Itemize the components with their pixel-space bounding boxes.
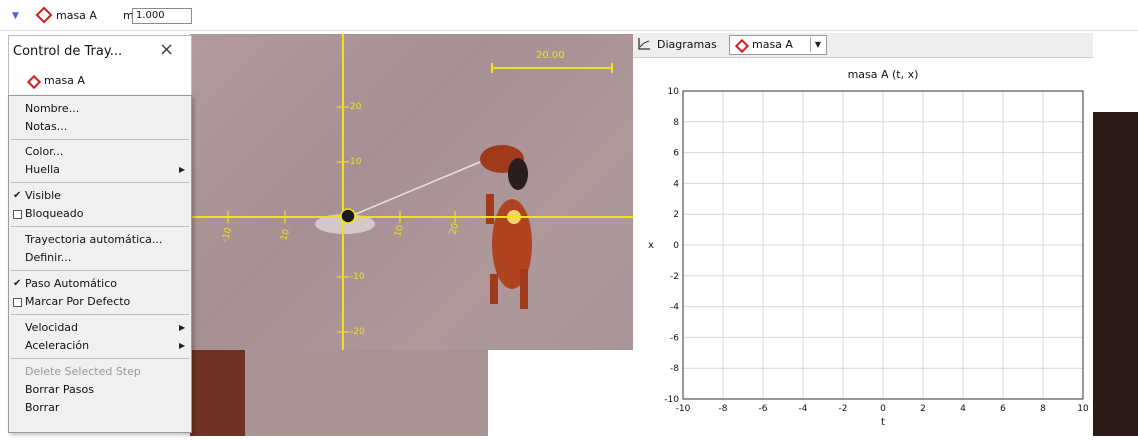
submenu-arrow-icon: ▶ [179, 323, 186, 332]
menu-item-visible[interactable]: ✔ Visible [9, 187, 191, 205]
plots-tab-label[interactable]: Diagramas [657, 38, 717, 51]
menu-separator [11, 182, 189, 183]
menu-item-mark-default[interactable]: Marcar Por Defecto [9, 293, 191, 311]
y-tick-label: 2 [673, 210, 679, 220]
track-toolbar: ▼ masa A m 1.000 [0, 0, 1138, 31]
menu-item-locked[interactable]: Bloqueado [9, 205, 191, 223]
y-axis-label: x [648, 240, 654, 251]
x-tick-label: 8 [1040, 404, 1046, 414]
menu-item-name[interactable]: Nombre... [25, 102, 80, 115]
y-tick-label: 10 [668, 87, 680, 97]
x-tick-label: 0 [880, 404, 886, 414]
menu-item-clear-steps[interactable]: Borrar Pasos [25, 383, 94, 396]
plot-track-select-value: masa A [752, 38, 793, 51]
checkmark-icon: ✔ [13, 278, 22, 289]
menu-item-notes[interactable]: Notas... [25, 120, 68, 133]
y-tick-label: 6 [673, 149, 679, 159]
track-context-menu: Nombre... Notas... Color... Huella ▶ ✔ Vis… [8, 95, 192, 433]
checkbox-empty-icon [13, 210, 22, 219]
x-tick-label: -10 [676, 404, 691, 414]
menu-item-color[interactable]: Color... [25, 145, 64, 158]
menu-item-delete-selected-step: Delete Selected Step [25, 365, 141, 378]
video-frame[interactable]: 20.00 20 10 -10 -20 -10 10 10 20 [190, 34, 633, 350]
menu-item-velocity[interactable]: Velocidad ▶ [9, 319, 191, 337]
menu-item-autoadvance[interactable]: ✔ Paso Automático [9, 275, 191, 293]
plot-frame [682, 90, 1084, 400]
scale-label: 20.00 [536, 50, 565, 61]
track-control-panel: Control de Tray... × masa A [8, 35, 192, 96]
menu-separator [11, 314, 189, 315]
menu-item-delete[interactable]: Borrar [25, 401, 60, 414]
right-panel-blank [1093, 33, 1138, 112]
position-plot[interactable]: masa A (t, x) -10 -8 -6 -4 -2 0 2 4 6 8 10 10 8 6 4 2 0… [633, 58, 1093, 436]
x-tick-label: -8 [719, 404, 728, 414]
close-icon[interactable]: × [159, 39, 175, 60]
track-dropdown-icon[interactable]: ▼ [12, 11, 19, 21]
x-tick-label: 6 [1000, 404, 1006, 414]
x-axis-label: t [881, 417, 885, 428]
menu-item-autotrack[interactable]: Trayectoria automática... [25, 233, 163, 246]
x-tick-label: -4 [799, 404, 808, 414]
origin-marker [340, 208, 356, 224]
y-tick-label: 20 [350, 102, 362, 112]
x-tick-label: 4 [960, 404, 966, 414]
y-tick-label: -8 [670, 364, 679, 374]
menu-separator [11, 139, 189, 140]
plot-track-select[interactable]: masa A ▼ [729, 35, 827, 55]
x-tick-label: 2 [920, 404, 926, 414]
menu-item-acceleration[interactable]: Aceleración ▶ [9, 337, 191, 355]
chart-icon[interactable] [637, 37, 651, 51]
y-tick-label: -10 [350, 272, 365, 282]
track-marker-icon [734, 38, 750, 54]
plot-grid [682, 90, 1084, 400]
checkbox-empty-icon [13, 298, 22, 307]
mass-input[interactable]: 1.000 [132, 8, 192, 24]
track-control-mass-button[interactable]: masa A [44, 74, 85, 87]
y-tick-label: 0 [673, 241, 679, 251]
menu-separator [11, 358, 189, 359]
mass-label: m [123, 9, 134, 22]
y-tick-label: -20 [350, 327, 365, 337]
y-tick-label: 4 [673, 179, 679, 189]
x-tick-label: -6 [759, 404, 768, 414]
track-control-title: Control de Tray... [13, 44, 123, 59]
y-axis-ticks: 10 8 6 4 2 0 -2 -4 -6 -8 -10 [664, 87, 679, 405]
submenu-arrow-icon: ▶ [179, 165, 186, 174]
y-tick-label: -10 [664, 395, 679, 405]
x-tick-label: 10 [1077, 404, 1089, 414]
menu-separator [11, 270, 189, 271]
x-tick-label: -2 [839, 404, 848, 414]
checkmark-icon: ✔ [13, 190, 22, 201]
chevron-down-icon[interactable]: ▼ [810, 37, 825, 52]
y-tick-label: 10 [350, 157, 362, 167]
plot-title: masa A (t, x) [848, 68, 919, 81]
y-tick-label: -2 [670, 272, 679, 282]
secondary-video-strip [1093, 112, 1138, 436]
x-axis-ticks: -10 -8 -6 -4 -2 0 2 4 6 8 10 [676, 404, 1089, 414]
track-name-label[interactable]: masa A [56, 9, 97, 22]
calibration-stick[interactable] [491, 63, 613, 73]
submenu-arrow-icon: ▶ [179, 341, 186, 350]
y-tick-label: -4 [670, 303, 679, 313]
menu-item-footprint[interactable]: Huella ▶ [9, 161, 191, 179]
y-tick-label: 8 [673, 118, 679, 128]
y-tick-label: -6 [670, 333, 679, 343]
track-marker-icon [35, 6, 53, 24]
video-lower-dark-area [190, 350, 245, 436]
menu-separator [11, 226, 189, 227]
menu-item-define[interactable]: Definir... [25, 251, 72, 264]
plot-toolbar: Diagramas masa A ▼ [633, 33, 1093, 58]
track-marker-icon [26, 74, 42, 90]
